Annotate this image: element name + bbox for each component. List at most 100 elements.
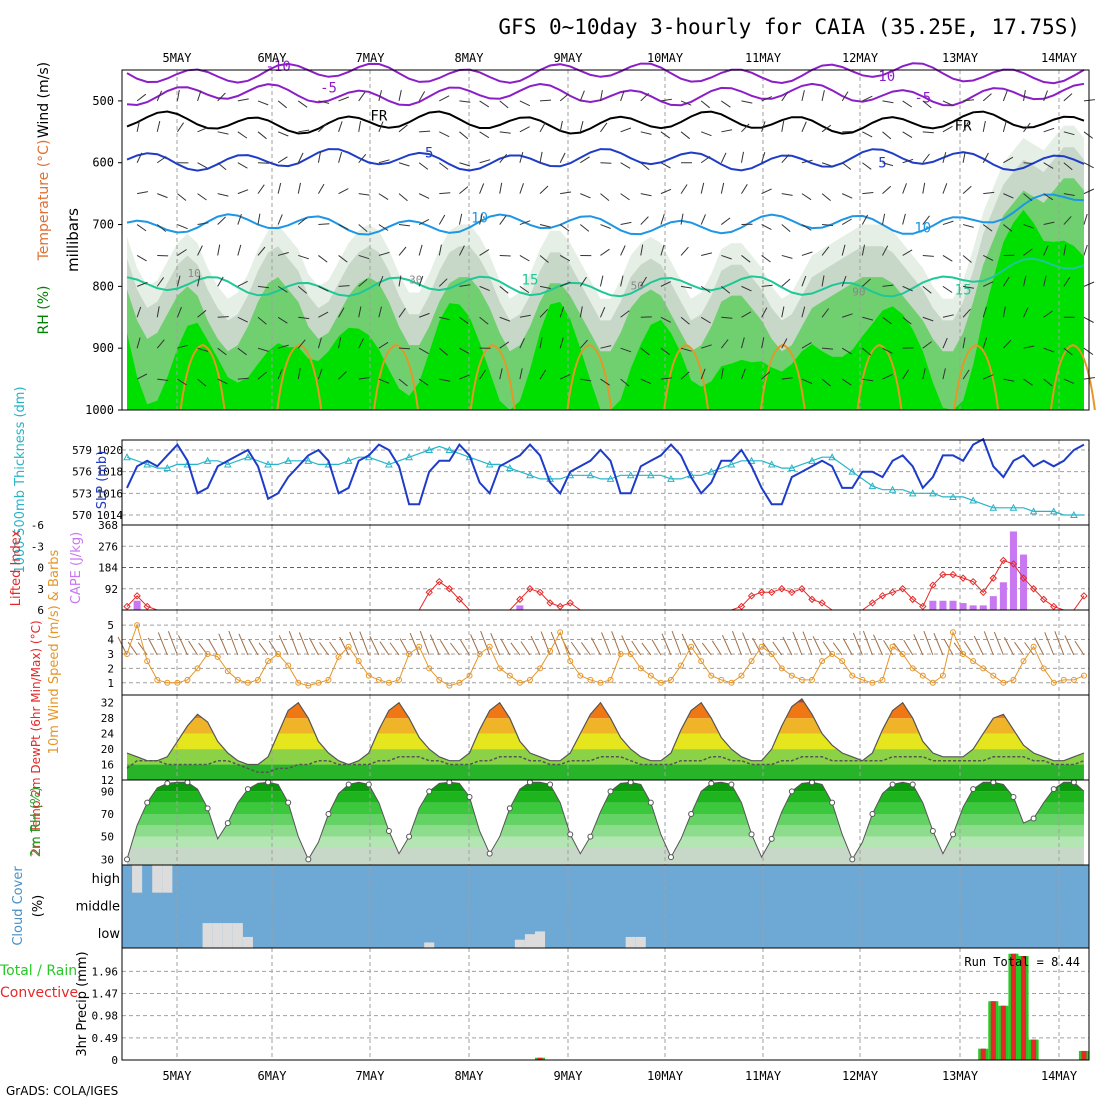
y-tick-label: 0.98: [92, 1010, 119, 1023]
thickness-marker: [788, 464, 796, 472]
wind-barb: [480, 630, 491, 656]
rh-marker: [970, 786, 977, 793]
y-tick-label: 30: [101, 853, 114, 866]
wind-barb: [742, 632, 753, 656]
wind-barb: [640, 347, 650, 356]
wind-barb: [982, 93, 992, 102]
wind-barb: [772, 641, 783, 656]
wind-barb: [721, 217, 731, 225]
cloud-bar: [162, 865, 173, 893]
x-tick-label: 6MAY: [258, 1069, 288, 1083]
wind-speed-marker: [748, 658, 755, 665]
legend-total-rain: Total / Rain: [0, 963, 77, 979]
thickness-marker: [929, 489, 937, 497]
wind-barb: [922, 316, 934, 322]
wind-barb: [479, 131, 490, 139]
wind-barb: [338, 371, 347, 380]
wind-barb: [671, 630, 682, 656]
wind-barb: [660, 98, 672, 102]
wind-barb: [338, 285, 350, 287]
wind-barb: [510, 642, 521, 656]
wind-barb: [983, 374, 994, 380]
wind-barb: [660, 377, 672, 380]
y-tick-label: 1.96: [92, 965, 119, 978]
wind-barb: [761, 307, 768, 318]
wind-barb: [277, 182, 282, 194]
precip-convective-bar: [980, 1048, 986, 1060]
wind-barb: [1043, 310, 1053, 318]
wind-barb: [700, 316, 711, 324]
wind-barb: [217, 162, 227, 171]
wind-barb: [1083, 244, 1088, 256]
wind-barb: [338, 96, 349, 102]
wind-speed-marker: [869, 679, 876, 686]
wind-barb: [559, 120, 563, 132]
wind-barb: [439, 316, 451, 321]
wind-barb: [439, 378, 451, 382]
wind-barb: [378, 193, 389, 201]
wind-barb: [821, 162, 833, 167]
wind-speed-marker: [1010, 676, 1017, 683]
wind-barb: [741, 337, 745, 349]
cape-bar: [959, 603, 967, 610]
wind-barb: [338, 337, 342, 349]
rh-marker: [124, 856, 131, 863]
thickness-marker: [485, 460, 494, 468]
wind-barb: [963, 285, 974, 289]
wind-barb: [579, 90, 585, 102]
wind-barb: [338, 151, 343, 163]
wind-barb: [208, 639, 219, 656]
wind-barb: [479, 100, 490, 108]
wind-barb: [539, 369, 547, 380]
wind-barb: [761, 121, 766, 132]
wind-barb: [1024, 642, 1035, 656]
wind-barb: [297, 368, 301, 380]
y-tick-label: 4: [107, 634, 114, 647]
y-tick-label: 700: [92, 218, 114, 232]
wind-barb: [519, 368, 523, 380]
wind-barb: [479, 369, 487, 380]
wind-barb: [700, 182, 705, 194]
wind-barb: [318, 223, 330, 226]
y-tick-label: 1.47: [92, 988, 119, 1001]
wind-barb: [1023, 162, 1035, 165]
thickness-marker: [385, 460, 393, 468]
wind-barb: [559, 224, 570, 232]
thickness-marker: [646, 471, 655, 479]
wind-barb: [781, 120, 785, 132]
y-tick-label: 0: [37, 562, 44, 575]
wind-barb: [942, 220, 954, 226]
wind-barb: [741, 311, 752, 318]
wind-barb: [761, 224, 772, 231]
thickness-marker: [203, 456, 212, 464]
thickness-marker: [828, 453, 836, 461]
wind-barb: [841, 91, 849, 102]
wind-barb: [399, 638, 410, 656]
thickness-marker: [727, 460, 736, 468]
cape-bar: [516, 605, 524, 610]
wind-barb: [660, 188, 672, 195]
y-tick-label: 1014: [97, 509, 124, 522]
wind-barb: [217, 316, 229, 318]
thickness-marker: [1029, 507, 1038, 515]
wind-speed-marker: [1050, 679, 1057, 686]
wind-speed-marker: [224, 668, 231, 675]
wind-speed-marker: [980, 665, 987, 672]
wind-speed-marker: [788, 672, 795, 679]
wind-barb: [338, 307, 345, 318]
wind-barb: [338, 188, 349, 195]
wind-speed-marker: [285, 662, 292, 669]
wind-barb: [197, 222, 209, 226]
wind-barb: [640, 378, 652, 385]
wind-speed-marker: [547, 648, 554, 655]
wind-barb: [620, 310, 630, 318]
rh-marker: [224, 820, 231, 827]
wind-barb: [983, 281, 994, 287]
wind-barb: [962, 308, 971, 318]
wind-barb: [499, 182, 503, 194]
wind-barb: [217, 92, 226, 102]
wind-barb: [439, 95, 450, 102]
wind-barb: [660, 244, 665, 256]
wind-barb: [1023, 193, 1033, 201]
thickness-marker: [949, 492, 957, 500]
